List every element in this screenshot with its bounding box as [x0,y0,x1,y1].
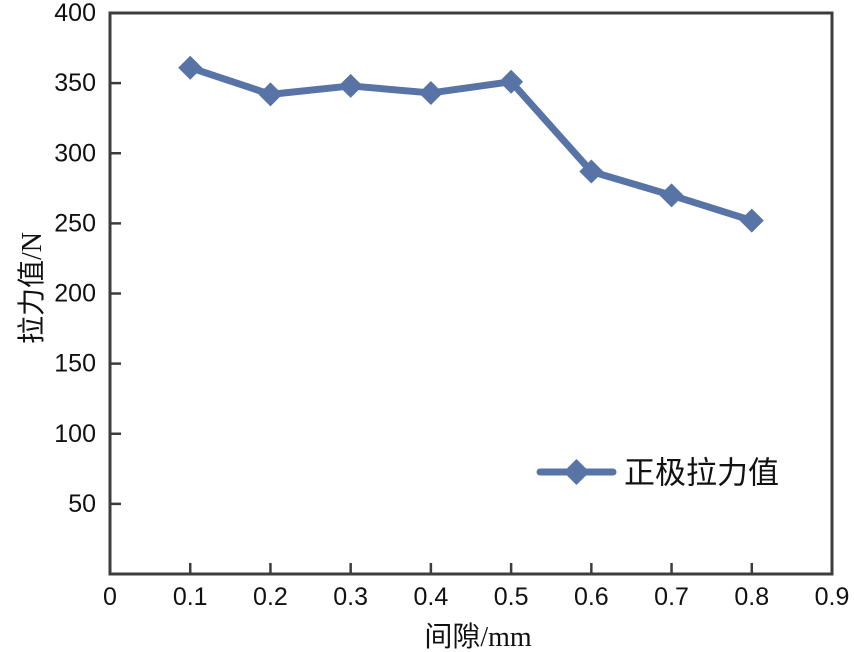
svg-text:0.1: 0.1 [173,583,208,611]
svg-text:150: 150 [54,350,96,378]
svg-text:50: 50 [68,490,96,518]
svg-text:300: 300 [54,139,96,167]
legend-label: 正极拉力值 [624,455,779,491]
svg-text:200: 200 [54,280,96,308]
svg-text:0.3: 0.3 [333,583,368,611]
y-axis-label: 拉力值/N [17,231,48,345]
svg-text:0.9: 0.9 [815,583,850,611]
svg-text:0.4: 0.4 [414,583,449,611]
svg-text:250: 250 [54,209,96,237]
svg-text:350: 350 [54,69,96,97]
x-axis-label: 间隙/mm [424,622,532,652]
svg-text:100: 100 [54,420,96,448]
svg-text:0: 0 [103,583,117,611]
svg-text:0.6: 0.6 [574,583,609,611]
svg-text:0.2: 0.2 [253,583,288,611]
svg-text:400: 400 [54,0,96,27]
svg-text:0.7: 0.7 [654,583,689,611]
svg-text:0.5: 0.5 [494,583,529,611]
svg-text:0.8: 0.8 [734,583,769,611]
